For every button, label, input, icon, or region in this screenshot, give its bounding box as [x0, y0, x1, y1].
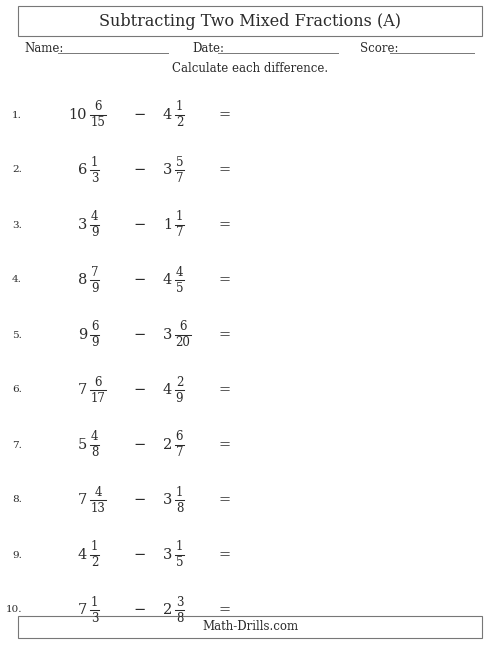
Text: 5: 5: [176, 155, 183, 168]
Text: 9: 9: [91, 226, 98, 239]
Text: 2: 2: [176, 116, 183, 129]
Text: =: =: [218, 438, 230, 452]
Text: =: =: [218, 108, 230, 122]
Text: =: =: [218, 548, 230, 562]
Text: 6: 6: [94, 375, 102, 388]
Text: =: =: [218, 273, 230, 287]
Text: 1: 1: [163, 218, 172, 232]
Text: 7: 7: [78, 493, 87, 507]
Text: −: −: [134, 273, 146, 287]
Text: 2: 2: [176, 375, 183, 388]
Text: 7: 7: [176, 446, 183, 459]
Text: 3: 3: [162, 328, 172, 342]
Text: Math-Drills.com: Math-Drills.com: [202, 620, 298, 633]
Text: =: =: [218, 328, 230, 342]
Text: 1: 1: [176, 210, 183, 223]
Text: 4.: 4.: [12, 276, 22, 285]
Text: 6: 6: [94, 100, 102, 113]
Text: 1: 1: [176, 540, 183, 553]
Text: 5: 5: [176, 556, 183, 569]
Text: 9: 9: [78, 328, 87, 342]
Text: =: =: [218, 218, 230, 232]
Text: 8: 8: [176, 611, 183, 624]
Text: 3: 3: [91, 611, 98, 624]
FancyBboxPatch shape: [18, 616, 482, 638]
Text: 4: 4: [94, 485, 102, 498]
Text: Calculate each difference.: Calculate each difference.: [172, 61, 328, 74]
Text: 1: 1: [176, 485, 183, 498]
Text: 13: 13: [90, 501, 106, 514]
Text: 1: 1: [176, 100, 183, 113]
Text: 7.: 7.: [12, 441, 22, 450]
Text: Name:: Name:: [24, 41, 64, 54]
Text: 5: 5: [176, 281, 183, 294]
Text: 8: 8: [91, 446, 98, 459]
Text: 6: 6: [179, 320, 187, 333]
Text: 3: 3: [78, 218, 87, 232]
Text: 9.: 9.: [12, 551, 22, 560]
Text: 6: 6: [78, 163, 87, 177]
Text: 10: 10: [68, 108, 87, 122]
Text: 2: 2: [91, 556, 98, 569]
Text: 3: 3: [162, 548, 172, 562]
Text: 9: 9: [176, 391, 183, 404]
Text: 7: 7: [176, 226, 183, 239]
Text: 4: 4: [176, 265, 183, 278]
Text: 2.: 2.: [12, 166, 22, 175]
Text: 9: 9: [91, 281, 98, 294]
Text: 3.: 3.: [12, 221, 22, 230]
Text: 1.: 1.: [12, 111, 22, 120]
Text: 7: 7: [78, 603, 87, 617]
Text: 6: 6: [91, 320, 98, 333]
Text: 5.: 5.: [12, 331, 22, 340]
Text: Score:: Score:: [360, 41, 399, 54]
Text: 8.: 8.: [12, 496, 22, 505]
Text: −: −: [134, 328, 146, 342]
Text: =: =: [218, 603, 230, 617]
Text: =: =: [218, 163, 230, 177]
Text: Date:: Date:: [192, 41, 224, 54]
Text: −: −: [134, 383, 146, 397]
Text: Subtracting Two Mixed Fractions (A): Subtracting Two Mixed Fractions (A): [99, 12, 401, 30]
Text: =: =: [218, 493, 230, 507]
Text: 3: 3: [176, 595, 183, 608]
Text: 7: 7: [91, 265, 98, 278]
Text: 5: 5: [78, 438, 87, 452]
Text: 17: 17: [90, 391, 106, 404]
Text: 15: 15: [90, 116, 106, 129]
Text: 2: 2: [163, 438, 172, 452]
Text: 8: 8: [176, 501, 183, 514]
Text: 7: 7: [176, 171, 183, 184]
Text: −: −: [134, 438, 146, 452]
Text: 8: 8: [78, 273, 87, 287]
Text: =: =: [218, 383, 230, 397]
Text: 1: 1: [91, 155, 98, 168]
Text: 6.: 6.: [12, 386, 22, 395]
Text: −: −: [134, 163, 146, 177]
Text: 4: 4: [163, 273, 172, 287]
Text: 9: 9: [91, 336, 98, 349]
Text: −: −: [134, 603, 146, 617]
Text: 3: 3: [91, 171, 98, 184]
Text: 4: 4: [163, 108, 172, 122]
Text: 4: 4: [78, 548, 87, 562]
Text: −: −: [134, 108, 146, 122]
Text: 1: 1: [91, 540, 98, 553]
FancyBboxPatch shape: [18, 6, 482, 36]
Text: 4: 4: [163, 383, 172, 397]
Text: 20: 20: [176, 336, 190, 349]
Text: 3: 3: [162, 163, 172, 177]
Text: −: −: [134, 218, 146, 232]
Text: 6: 6: [176, 430, 183, 443]
Text: 4: 4: [91, 430, 98, 443]
Text: 1: 1: [91, 595, 98, 608]
Text: 2: 2: [163, 603, 172, 617]
Text: −: −: [134, 493, 146, 507]
Text: 4: 4: [91, 210, 98, 223]
Text: 7: 7: [78, 383, 87, 397]
Text: −: −: [134, 548, 146, 562]
Text: 3: 3: [162, 493, 172, 507]
Text: 10.: 10.: [6, 606, 22, 615]
